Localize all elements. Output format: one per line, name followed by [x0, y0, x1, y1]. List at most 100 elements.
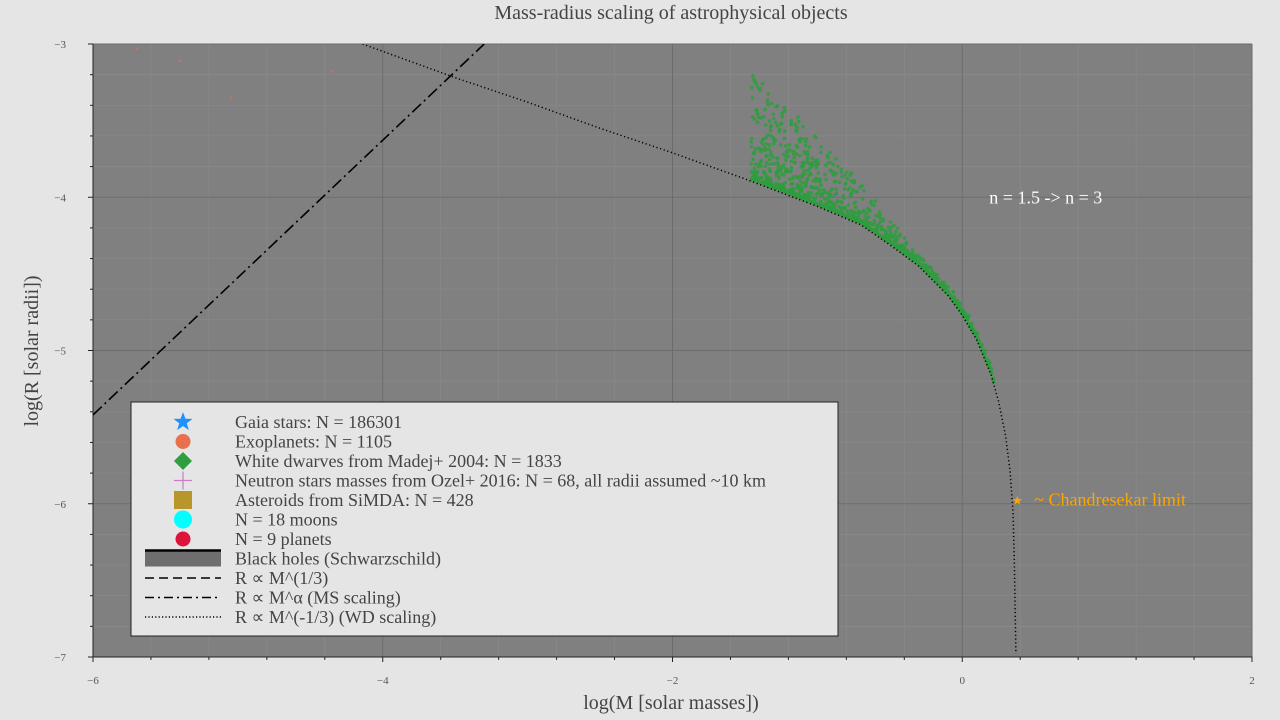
- chandrasekhar-star-icon: [1012, 495, 1023, 505]
- white-dwarf-point: [759, 158, 764, 163]
- white-dwarf-point: [775, 156, 780, 161]
- x-tick-label: −6: [87, 675, 99, 687]
- white-dwarf-point: [843, 182, 848, 186]
- white-dwarf-point: [906, 252, 911, 256]
- white-dwarf-point: [929, 271, 934, 276]
- white-dwarf-point: [877, 220, 882, 225]
- white-dwarf-point: [989, 369, 993, 374]
- white-dwarf-point: [764, 154, 769, 159]
- white-dwarf-point: [759, 149, 763, 154]
- white-dwarf-point: [858, 185, 862, 189]
- legend-diamond-icon: [174, 452, 192, 470]
- white-dwarf-point: [800, 164, 805, 168]
- white-dwarf-point: [775, 123, 780, 128]
- white-dwarf-point: [892, 240, 896, 245]
- white-dwarf-point: [846, 188, 850, 192]
- white-dwarf-point: [863, 219, 868, 224]
- x-tick-label: −4: [377, 675, 389, 687]
- white-dwarf-point: [816, 162, 820, 167]
- legend-star-icon: [173, 412, 193, 431]
- white-dwarf-point: [815, 186, 819, 190]
- white-dwarf-point: [837, 180, 842, 185]
- white-dwarf-point: [752, 166, 757, 171]
- white-dwarf-point: [786, 154, 791, 159]
- white-dwarf-point: [802, 192, 806, 197]
- white-dwarf-point: [888, 230, 893, 235]
- white-dwarf-point: [884, 229, 888, 234]
- white-dwarf-point: [840, 174, 844, 179]
- white-dwarf-point: [886, 225, 891, 230]
- white-dwarf-point: [856, 214, 861, 219]
- white-dwarf-point: [836, 164, 840, 169]
- white-dwarf-point: [761, 137, 765, 142]
- white-dwarf-point: [866, 225, 871, 230]
- white-dwarf-point: [912, 254, 916, 258]
- white-dwarf-point: [795, 125, 799, 130]
- white-dwarf-point: [749, 176, 754, 181]
- legend-circle-icon: [175, 531, 191, 547]
- white-dwarf-point: [848, 194, 853, 199]
- white-dwarf-point: [772, 141, 776, 146]
- white-dwarf-point: [981, 349, 986, 353]
- axes: [88, 43, 1253, 662]
- white-dwarf-point: [797, 119, 801, 124]
- white-dwarf-point: [910, 248, 915, 252]
- white-dwarf-point: [898, 246, 903, 251]
- white-dwarf-point: [847, 215, 852, 220]
- white-dwarf-point: [776, 164, 780, 169]
- white-dwarf-point: [889, 225, 893, 230]
- chart-title: Mass-radius scaling of astrophysical obj…: [494, 2, 847, 24]
- white-dwarf-point: [824, 177, 828, 182]
- white-dwarf-point: [893, 229, 898, 234]
- white-dwarf-point: [901, 247, 906, 252]
- white-dwarf-point: [828, 168, 833, 173]
- x-tick-label: −2: [667, 675, 679, 687]
- white-dwarf-point: [985, 361, 990, 365]
- exoplanet-point: [135, 47, 138, 50]
- white-dwarf-point: [849, 171, 854, 175]
- white-dwarf-point: [877, 233, 881, 237]
- white-dwarf-point: [834, 187, 839, 192]
- white-dwarf-point: [765, 98, 770, 103]
- white-dwarf-point: [752, 77, 756, 82]
- white-dwarf-point: [857, 217, 862, 222]
- white-dwarf-point: [893, 233, 897, 237]
- white-dwarf-point: [757, 180, 762, 184]
- white-dwarf-point: [880, 219, 885, 223]
- white-dwarf-point: [798, 153, 802, 158]
- legend-entry-label: N = 9 planets: [235, 529, 332, 549]
- white-dwarf-point: [861, 209, 865, 214]
- white-dwarf-point: [749, 144, 754, 149]
- white-dwarf-point: [803, 143, 808, 148]
- white-dwarf-point: [802, 168, 806, 173]
- white-dwarf-point: [788, 192, 793, 196]
- white-dwarf-point: [795, 145, 800, 149]
- white-dwarf-point: [774, 170, 779, 175]
- white-dwarf-point: [767, 119, 772, 123]
- white-dwarf-point: [823, 172, 827, 177]
- white-dwarf-point: [760, 81, 765, 86]
- white-dwarf-point: [816, 171, 821, 175]
- white-dwarf-point: [826, 155, 830, 160]
- white-dwarf-point: [754, 162, 758, 166]
- white-dwarf-point: [810, 156, 815, 161]
- white-dwarf-point: [795, 129, 799, 134]
- white-dwarf-point: [798, 178, 803, 183]
- white-dwarf-point: [829, 160, 833, 165]
- white-dwarf-point: [849, 209, 854, 213]
- white-dwarf-point: [777, 176, 781, 181]
- white-dwarf-point: [892, 223, 896, 228]
- white-dwarf-point: [839, 170, 844, 175]
- white-dwarf-point: [948, 295, 953, 299]
- y-tick-label: −6: [54, 499, 66, 511]
- white-dwarf-point: [895, 246, 899, 250]
- scatter-points: [135, 47, 996, 384]
- white-dwarf-point: [863, 214, 867, 218]
- white-dwarf-point: [798, 136, 803, 141]
- white-dwarf-point: [808, 171, 813, 176]
- white-dwarf-point: [759, 140, 764, 144]
- white-dwarf-point: [819, 144, 823, 149]
- white-dwarf-point: [801, 125, 805, 129]
- white-dwarf-point: [851, 217, 855, 222]
